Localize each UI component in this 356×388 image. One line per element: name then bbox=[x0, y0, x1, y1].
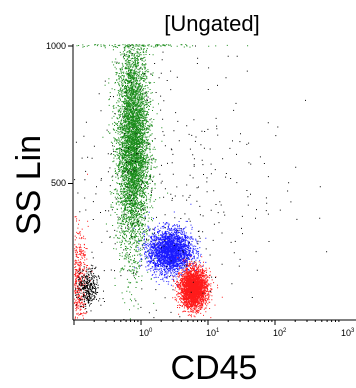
series-points-green bbox=[102, 44, 169, 320]
x-tick-label-1000: 103 bbox=[341, 328, 355, 338]
x-axis-label: CD45 bbox=[171, 349, 258, 387]
series-points-green bbox=[76, 44, 249, 49]
y-axis-label: SS Lin bbox=[10, 135, 48, 235]
x-minor-ticks bbox=[73, 320, 340, 325]
y-tick-label-1000: 1000 bbox=[46, 41, 66, 51]
y-tick-label-500: 500 bbox=[51, 178, 66, 188]
series-points-black bbox=[75, 264, 105, 313]
series-points-red bbox=[172, 256, 223, 319]
data-points bbox=[74, 44, 328, 320]
x-tick-label-1: 100 bbox=[139, 328, 153, 338]
x-tick-label-100: 102 bbox=[273, 328, 287, 338]
x-tick-label-10: 101 bbox=[206, 328, 220, 338]
chart-title: [Ungated] bbox=[164, 11, 259, 36]
